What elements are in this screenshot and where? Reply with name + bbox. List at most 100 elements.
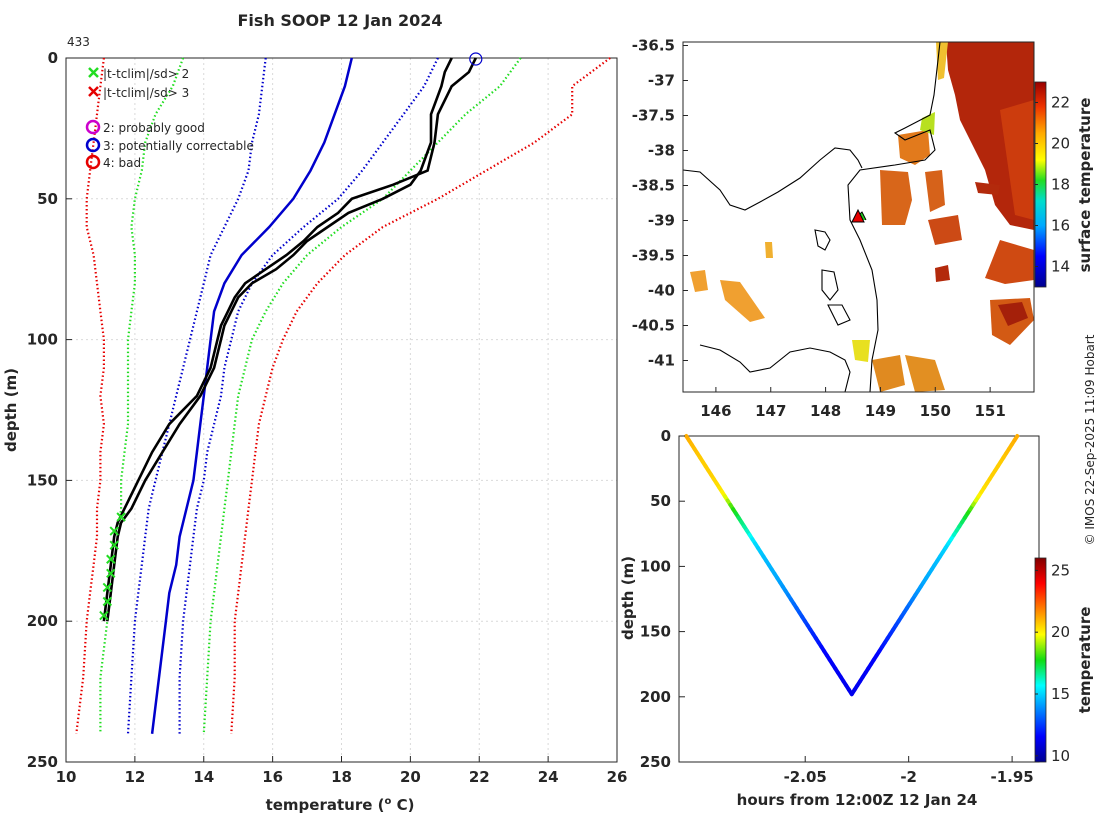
y-tick-label: -37 xyxy=(648,72,675,90)
sst-colorbar-ticks: 14 16 18 20 22 xyxy=(1035,94,1070,276)
y-tick-label: 150 xyxy=(640,623,671,641)
legend-label: |t-tclim|/sd> 2 xyxy=(103,67,189,81)
legend-item-flag3: 3: potentially correctable xyxy=(85,137,254,153)
series-line xyxy=(202,57,522,734)
x-tick-label: 148 xyxy=(810,402,841,420)
y-tick-label: 250 xyxy=(27,753,58,771)
series-line xyxy=(99,57,185,734)
coastline xyxy=(683,42,941,392)
colorbar-tick-label: 15 xyxy=(1051,685,1070,703)
series-line xyxy=(75,57,106,734)
y-tick-label: 150 xyxy=(27,471,58,489)
sst-patch xyxy=(985,240,1034,284)
profile-title: Fish SOOP 12 Jan 2024 xyxy=(238,11,443,30)
sst-patch xyxy=(935,265,950,282)
sst-patch xyxy=(880,170,912,225)
sst-patch xyxy=(765,242,773,258)
profile-grid xyxy=(65,57,618,763)
y-tick-label: -40 xyxy=(648,282,675,300)
y-tick-label: -41 xyxy=(648,352,675,370)
qc-x-mark xyxy=(102,582,113,593)
legend-label: |t-tclim|/sd> 3 xyxy=(103,86,189,100)
section-ylabel: depth (m) xyxy=(619,556,637,640)
qc-flag-circle xyxy=(469,52,483,66)
legend-item-2sd: |t-tclim|/sd> 2 xyxy=(88,67,189,81)
section-xlabel: hours from 12:00Z 12 Jan 24 xyxy=(737,791,978,809)
y-tick-label: 100 xyxy=(640,557,671,575)
profile-ylabel: depth (m) xyxy=(2,368,20,452)
qc-x-mark xyxy=(116,512,126,522)
coast-victoria xyxy=(683,147,863,211)
series-line xyxy=(178,57,439,734)
sst-patch xyxy=(1000,100,1034,220)
y-tick-label: 250 xyxy=(640,753,671,771)
x-tick-label: 26 xyxy=(607,768,628,786)
series-line xyxy=(230,57,611,734)
x-tick-label: 146 xyxy=(700,402,731,420)
x-tick-label: 16 xyxy=(262,768,283,786)
colorbar-tick-label: 10 xyxy=(1051,747,1070,765)
x-tick-label: 18 xyxy=(331,768,352,786)
colorbar-tick-label: 20 xyxy=(1051,623,1070,641)
x-tick-label: -2 xyxy=(900,768,917,786)
circle-icon xyxy=(85,119,101,135)
legend-item-3sd: |t-tclim|/sd> 3 xyxy=(88,86,189,100)
map-panel: 146 147 148 149 150 151 -36.5 -37 -37.5 -38 -38.5 -… xyxy=(632,37,1094,421)
y-tick-label: 200 xyxy=(27,612,58,630)
sst-patch xyxy=(690,270,708,292)
position-triangle-icon xyxy=(851,208,865,223)
legend-label: 4: bad xyxy=(103,156,141,170)
profile-legend: |t-tclim|/sd> 2 |t-tclim|/sd> 3 2: proba… xyxy=(85,67,254,170)
profile-count: 433 xyxy=(67,35,90,49)
sst-patch xyxy=(998,302,1028,326)
coast-tasmania xyxy=(699,344,851,392)
sst-patch xyxy=(720,280,765,322)
map-axes-box xyxy=(682,41,1035,393)
section-track xyxy=(684,434,1020,697)
sst-patch xyxy=(852,340,870,362)
circle-icon xyxy=(85,154,101,170)
sst-field xyxy=(690,42,1034,392)
x-tick-label: 22 xyxy=(469,768,490,786)
temperature-colorbar xyxy=(1034,557,1047,763)
section-ticks: -2.05 -2 -1.95 0 50 100 150 200 250 xyxy=(640,427,1034,786)
temperature-colorbar-label: temperature xyxy=(1076,607,1094,714)
y-tick-label: 0 xyxy=(48,49,58,67)
colorbar-tick-label: 14 xyxy=(1051,258,1070,276)
legend-label: 2: probably good xyxy=(103,121,205,135)
qc-x-mark xyxy=(102,596,113,607)
x-tick-label: 147 xyxy=(755,402,786,420)
sst-patch xyxy=(905,355,945,392)
y-tick-label: -37.5 xyxy=(632,107,675,125)
x-tick-label: 149 xyxy=(865,402,896,420)
x-tick-label: 20 xyxy=(400,768,421,786)
sst-colorbar-label: surface temperature xyxy=(1076,98,1094,273)
legend-item-flag2: 2: probably good xyxy=(85,119,205,135)
x-tick-label: 10 xyxy=(56,768,77,786)
sst-patch xyxy=(872,355,905,392)
x-tick-label: 150 xyxy=(920,402,951,420)
colorbar-tick-label: 16 xyxy=(1051,217,1070,235)
watermark: © IMOS 22-Sep-2025 11:09 Hobart xyxy=(1083,334,1097,545)
sst-patch xyxy=(928,215,962,245)
x-tick-label: 151 xyxy=(974,402,1005,420)
sst-patch xyxy=(925,170,945,212)
profile-line xyxy=(106,57,453,622)
x-tick-label: -2.05 xyxy=(784,768,827,786)
qc-x-mark xyxy=(106,568,116,579)
islands xyxy=(814,229,851,326)
y-tick-label: -39 xyxy=(648,212,675,230)
y-tick-label: -40.5 xyxy=(632,317,675,335)
x-mark-icon xyxy=(88,67,99,78)
colorbar-tick-label: 25 xyxy=(1051,561,1070,579)
y-tick-label: -38 xyxy=(648,142,675,160)
profile-panel: Fish SOOP 12 Jan 2024 433 10 12 14 16 18 20 22… xyxy=(2,11,627,814)
legend-item-flag4: 4: bad xyxy=(85,154,141,170)
colorbar-tick-label: 20 xyxy=(1051,135,1070,153)
y-tick-label: 0 xyxy=(661,427,671,445)
series-line xyxy=(150,57,354,734)
sst-patch xyxy=(975,182,1000,195)
coast-east xyxy=(847,42,941,392)
y-tick-label: 100 xyxy=(27,331,58,349)
x-tick-label: 12 xyxy=(124,768,145,786)
